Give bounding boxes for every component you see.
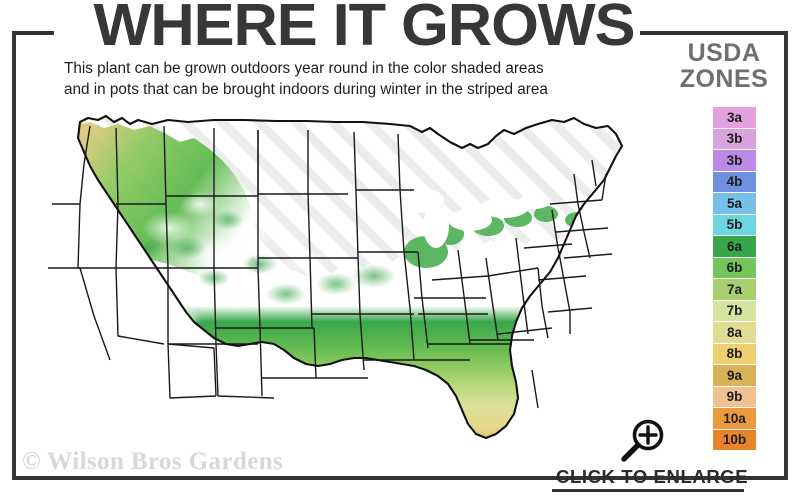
zone-swatch-label: 7b bbox=[726, 303, 743, 318]
shaded-growing-region bbox=[78, 236, 622, 438]
legend-heading-line-1: USDA bbox=[687, 39, 761, 67]
zone-swatch-label: 6b bbox=[726, 260, 743, 275]
click-to-enlarge-rule bbox=[552, 489, 744, 492]
legend-heading: USDA ZONES bbox=[660, 40, 788, 92]
zone-swatch-label: 4b bbox=[726, 174, 743, 189]
frame-border-top-left bbox=[12, 31, 54, 35]
zone-swatch-label: 3b bbox=[726, 131, 743, 146]
zone-swatch-label: 8a bbox=[726, 324, 743, 340]
zone-swatch-label: 6a bbox=[726, 238, 743, 254]
legend-heading-line-2: ZONES bbox=[679, 65, 769, 93]
pacific-coast-gold-strip bbox=[78, 200, 82, 266]
watermark-copyright: © Wilson Bros Gardens bbox=[22, 448, 284, 475]
zone-swatch-label: 3b bbox=[726, 152, 743, 168]
zone-swatch-3a: 3a bbox=[713, 107, 756, 129]
page-title: WHERE IT GROWS bbox=[93, 0, 635, 58]
zone-swatch-label: 9a bbox=[726, 367, 743, 383]
frame-border-left bbox=[12, 31, 16, 480]
great-lakes bbox=[388, 187, 550, 248]
usa-outline bbox=[76, 114, 624, 440]
pacific-coast-warm-strip bbox=[78, 264, 96, 366]
zone-swatch-5b: 5b bbox=[713, 214, 756, 236]
zone-swatch-label: 10b bbox=[722, 432, 747, 447]
zone-swatch-label: 8b bbox=[726, 346, 743, 361]
valley-mottling bbox=[135, 210, 396, 305]
zone-swatch-3b: 3b bbox=[713, 150, 756, 172]
zone-swatch-label: 7a bbox=[726, 281, 743, 297]
zone-swatch-9b: 9b bbox=[713, 386, 756, 408]
zone-swatch-label: 5a bbox=[726, 195, 743, 211]
click-to-enlarge-label[interactable]: CLICK TO ENLARGE bbox=[556, 466, 749, 487]
zone-swatch-7a: 7a bbox=[713, 279, 756, 301]
zone-swatch-6b: 6b bbox=[713, 257, 756, 279]
magnifier-plus-icon[interactable] bbox=[617, 418, 669, 466]
zone-swatch-label: 3a bbox=[726, 109, 743, 125]
frame-border-bottom bbox=[12, 476, 788, 480]
zone-swatch-4b: 4b bbox=[713, 171, 756, 193]
zone-swatch-10b: 10b bbox=[713, 429, 756, 451]
subtitle: This plant can be grown outdoors year ro… bbox=[64, 58, 644, 100]
zone-swatch-8b: 8b bbox=[713, 343, 756, 365]
usda-zone-legend: 3a 3b 3b 4b 5a 5b 6a 6b 7a 7b 8a 8b 9a 9b 10a 10b bbox=[713, 107, 756, 451]
zone-swatch-label: 5b bbox=[726, 217, 743, 232]
frame-border-top-right bbox=[640, 31, 788, 35]
zone-swatch-8a: 8a bbox=[713, 322, 756, 344]
subtitle-line-1: This plant can be grown outdoors year ro… bbox=[64, 60, 544, 77]
zone-swatch-6a: 6a bbox=[713, 236, 756, 258]
zone-swatch-7b: 7b bbox=[713, 300, 756, 322]
zone-swatch-10a: 10a bbox=[713, 408, 756, 430]
zone-swatch-5a: 5a bbox=[713, 193, 756, 215]
subtitle-line-2: and in pots that can be brought indoors … bbox=[64, 81, 548, 98]
florida-warm-region bbox=[530, 368, 566, 438]
frame-border-right bbox=[784, 31, 788, 480]
state-boundaries bbox=[48, 125, 613, 409]
map-svg bbox=[48, 114, 624, 440]
zone-swatch-3b: 3b bbox=[713, 128, 756, 150]
zone-swatch-9a: 9a bbox=[713, 365, 756, 387]
zone-swatch-label: 10a bbox=[723, 410, 746, 426]
zone-swatch-label: 9b bbox=[726, 389, 743, 404]
usda-hardiness-map[interactable] bbox=[18, 108, 678, 468]
